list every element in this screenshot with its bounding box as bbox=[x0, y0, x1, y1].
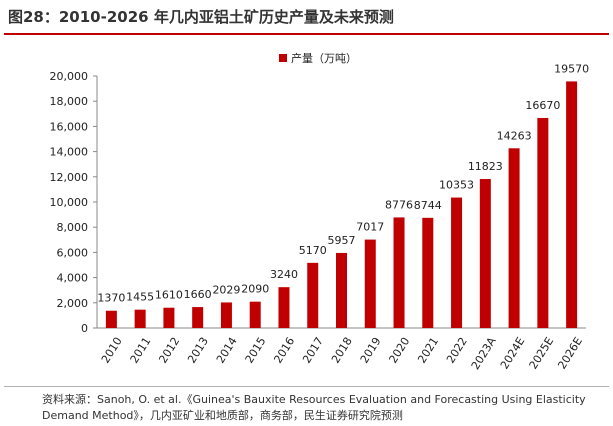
x-tick-label: 2011 bbox=[128, 335, 154, 366]
x-tick-label: 2025E bbox=[527, 335, 557, 372]
bar bbox=[163, 307, 175, 328]
x-tick-label: 2023A bbox=[469, 335, 499, 372]
chart-title: 图28：2010-2026 年几内亚铝土矿历史产量及未来预测 bbox=[8, 8, 394, 26]
bar bbox=[278, 287, 290, 328]
title-divider bbox=[4, 33, 609, 35]
y-tick-label: 10,000 bbox=[50, 196, 89, 209]
bar bbox=[307, 262, 319, 328]
bar bbox=[364, 239, 376, 328]
bar bbox=[249, 301, 261, 328]
bar bbox=[134, 309, 146, 328]
y-tick-label: 2,000 bbox=[57, 297, 89, 310]
source-note: 资料来源：Sanoh, O. et al.《Guinea's Bauxite R… bbox=[42, 393, 586, 422]
x-tick-label: 2015 bbox=[243, 335, 269, 366]
y-tick-label: 4,000 bbox=[57, 272, 89, 285]
bars bbox=[105, 81, 578, 328]
y-tick-label: 12,000 bbox=[50, 171, 89, 184]
y-tick-label: 20,000 bbox=[50, 70, 89, 83]
x-axis-ticks: 2010 2011 2012 2013 2014 2015 2016 2017 2018 2019… bbox=[99, 335, 585, 372]
y-axis-ticks: 0 2,000 4,000 6,000 8,000 10,000 12,000 14,000 1… bbox=[50, 70, 97, 335]
x-tick-label: 2022 bbox=[444, 335, 470, 366]
bar-data-label: 3240 bbox=[270, 268, 298, 281]
bar-data-label: 1370 bbox=[97, 292, 125, 305]
x-tick-label: 2018 bbox=[329, 335, 355, 366]
y-tick-label: 18,000 bbox=[50, 95, 89, 108]
x-tick-label: 2013 bbox=[185, 335, 211, 366]
y-tick-label: 6,000 bbox=[57, 246, 89, 259]
bar-chart: 产量（万吨） 0 2,000 4,000 6,000 8,000 10,000 12,000… bbox=[50, 51, 590, 372]
bar bbox=[105, 310, 117, 328]
x-tick-label: 2019 bbox=[358, 335, 384, 366]
legend-label: 产量（万吨） bbox=[291, 51, 357, 65]
y-tick-label: 16,000 bbox=[50, 120, 89, 133]
bar bbox=[422, 217, 434, 328]
bar bbox=[566, 81, 578, 328]
bar bbox=[393, 217, 405, 328]
bar-data-label: 16670 bbox=[525, 99, 560, 112]
bar bbox=[451, 197, 463, 328]
bar-data-label: 14263 bbox=[497, 129, 532, 142]
y-tick-label: 0 bbox=[81, 322, 88, 335]
x-tick-label: 2017 bbox=[300, 335, 326, 366]
x-tick-label: 2016 bbox=[271, 335, 297, 366]
bar bbox=[336, 252, 347, 328]
x-tick-label: 2021 bbox=[415, 335, 441, 366]
y-tick-label: 8,000 bbox=[57, 221, 89, 234]
bar bbox=[537, 117, 549, 328]
bar-data-label: 10353 bbox=[439, 179, 474, 192]
bar-data-label: 5170 bbox=[299, 244, 327, 257]
x-tick-label: 2010 bbox=[99, 335, 125, 366]
bar-data-label: 5957 bbox=[328, 234, 356, 247]
legend: 产量（万吨） bbox=[279, 51, 357, 65]
bar-data-label: 19570 bbox=[554, 62, 589, 75]
x-tick-label: 2012 bbox=[156, 335, 182, 366]
bar bbox=[220, 302, 232, 328]
bar-data-label: 1455 bbox=[126, 291, 154, 304]
bar-data-label: 2029 bbox=[212, 283, 240, 296]
bar-data-label: 11823 bbox=[468, 160, 503, 173]
bar bbox=[508, 148, 520, 328]
bar-data-label: 7017 bbox=[356, 221, 384, 234]
bar-data-label: 1610 bbox=[155, 289, 183, 302]
x-tick-label: 2026E bbox=[555, 335, 585, 372]
y-tick-label: 14,000 bbox=[50, 146, 89, 159]
data-labels: 1370 1455 1610 1660 2029 20903240517059577017… bbox=[97, 62, 589, 304]
x-tick-label: 2014 bbox=[214, 335, 240, 366]
x-tick-label: 2024E bbox=[498, 335, 528, 372]
bar bbox=[192, 307, 204, 328]
bar-data-label: 8776 bbox=[385, 198, 413, 211]
footer-divider bbox=[4, 386, 609, 387]
bar-data-label: 2090 bbox=[241, 283, 269, 296]
legend-swatch bbox=[279, 54, 287, 62]
x-tick-label: 2020 bbox=[386, 335, 412, 366]
bar-data-label: 8744 bbox=[414, 199, 442, 212]
bar bbox=[479, 179, 491, 328]
bar-data-label: 1660 bbox=[184, 288, 212, 301]
